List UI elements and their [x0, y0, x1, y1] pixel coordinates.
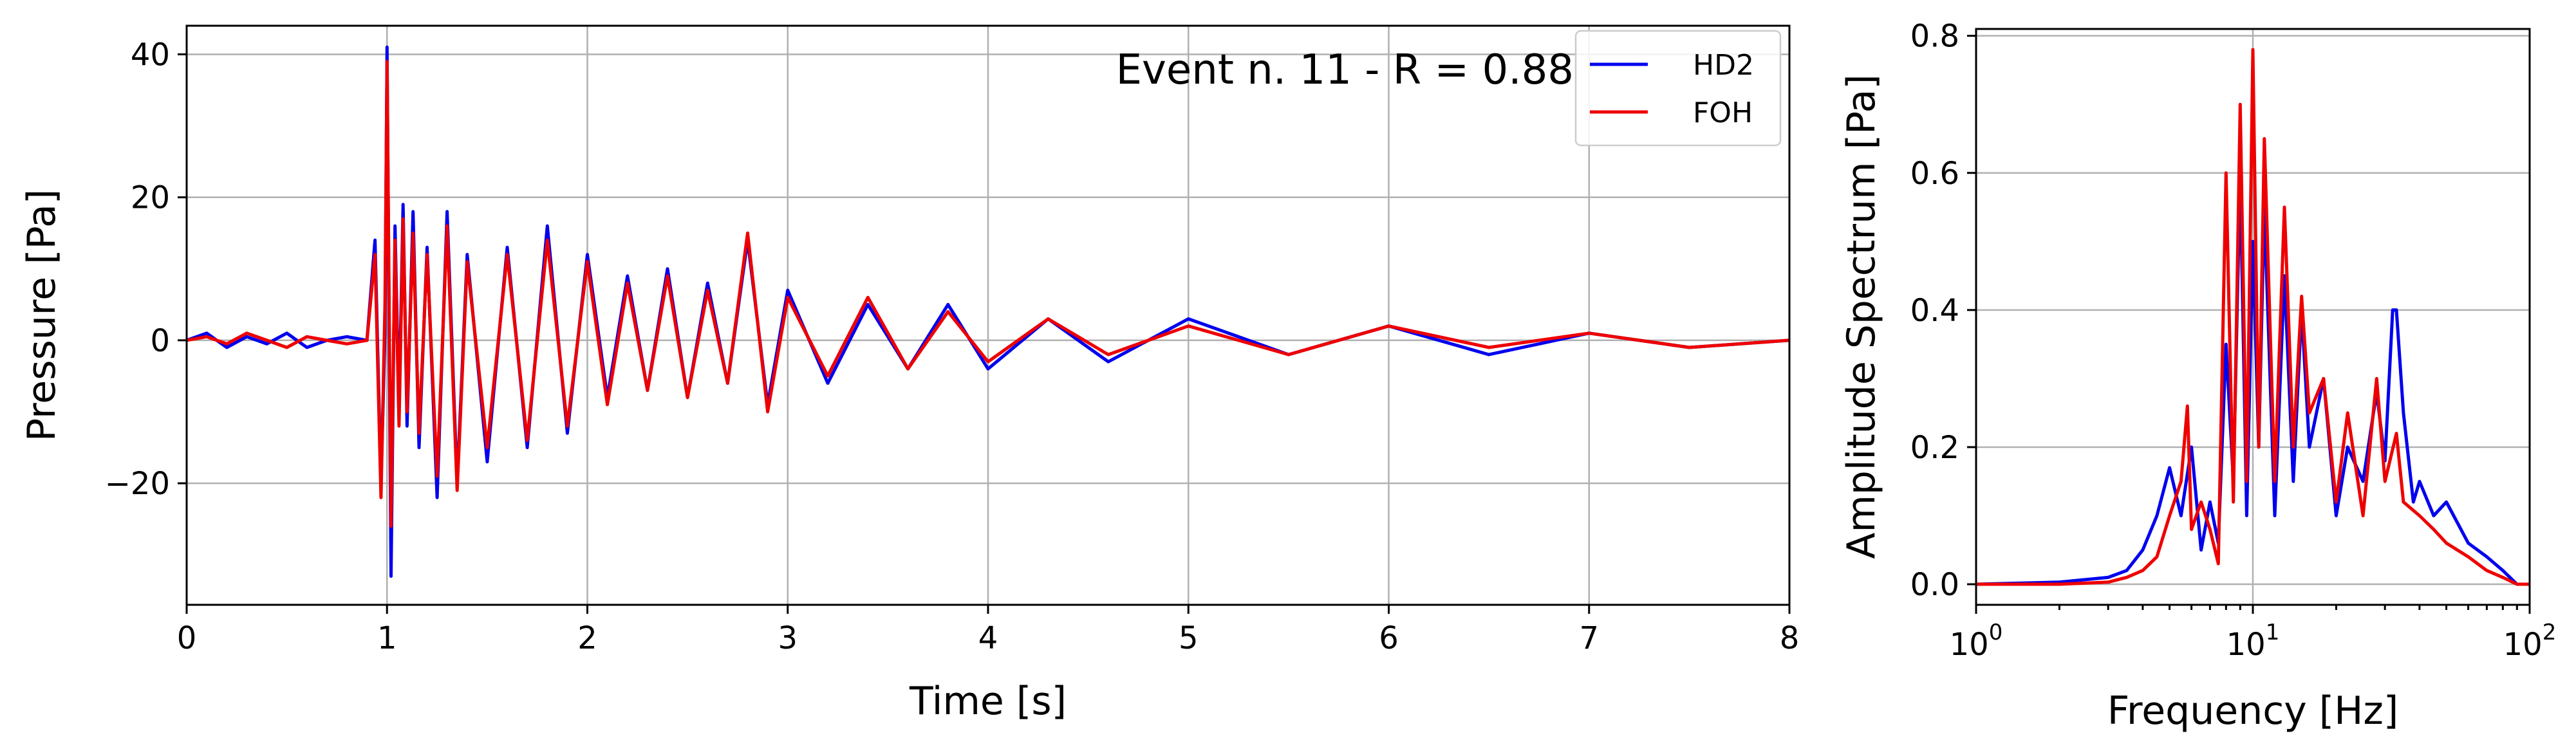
right-y-tick-label: 0.6	[1910, 156, 1959, 192]
spectrum-line-foh	[1976, 48, 2530, 586]
left-x-tick-label: 8	[1780, 620, 1800, 656]
left-x-tick-label: 4	[978, 620, 998, 656]
right-x-tick-labels: 100 101 102	[1950, 620, 2557, 663]
left-x-tick-label: 1	[377, 620, 397, 656]
left-x-tick-label: 2	[577, 620, 597, 656]
legend-box	[1574, 30, 1782, 147]
left-y-tick-label: 40	[131, 37, 170, 73]
right-x-tick-exponent: 2	[2543, 620, 2557, 645]
left-x-tick-label: 5	[1179, 620, 1199, 656]
left-x-tick-label: 6	[1379, 620, 1399, 656]
left-ticks	[178, 53, 1791, 614]
event-annotation: Event n. 11 - R = 0.88	[1116, 46, 1574, 94]
left-x-tick-label: 0	[177, 620, 197, 656]
right-y-axis-label: Amplitude Spectrum [Pa]	[1839, 74, 1884, 558]
right-x-tick-exponent: 0	[1989, 620, 2003, 645]
right-y-tick-labels: 0.0 0.2 0.4 0.6 0.8	[1910, 19, 1959, 603]
right-x-axis-label: Frequency [Hz]	[2107, 688, 2398, 733]
right-x-tick-exponent: 1	[2266, 620, 2280, 645]
left-series-lines	[186, 45, 1790, 578]
right-y-tick-label: 0.4	[1910, 293, 1959, 329]
right-y-tick-label: 0.0	[1910, 567, 1959, 603]
left-x-axis-label: Time [s]	[909, 679, 1067, 724]
left-y-tick-label: 0	[150, 323, 170, 359]
left-x-tick-labels: 0 1 2 3 4 5 6 7 8	[177, 620, 1800, 656]
right-series-lines	[1975, 48, 2530, 586]
legend-label-foh: FOH	[1693, 97, 1753, 129]
left-x-tick-label: 3	[778, 620, 798, 656]
right-x-tick-label: 100	[1950, 620, 2003, 663]
series-line-foh	[186, 60, 1790, 528]
right-x-tick-label: 102	[2503, 620, 2557, 663]
right-x-tick-label: 101	[2226, 620, 2280, 663]
left-x-tick-label: 7	[1579, 620, 1599, 656]
left-y-tick-label: 20	[131, 180, 170, 216]
right-y-tick-label: 0.8	[1910, 19, 1959, 55]
left-gridlines	[185, 26, 1791, 605]
legend: HD2 FOH	[1574, 30, 1782, 147]
right-y-tick-label: 0.2	[1910, 430, 1959, 466]
pressure-time-chart: 0 1 2 3 4 5 6 7 8 40 20 0 −20 Time [s] Pressure [Pa…	[19, 24, 1800, 724]
legend-label-hd2: HD2	[1693, 49, 1754, 82]
left-y-tick-labels: 40 20 0 −20	[105, 37, 170, 502]
left-y-axis-label: Pressure [Pa]	[19, 189, 64, 441]
right-ticks	[1967, 35, 2531, 614]
spectrum-line-hd2	[1975, 171, 2530, 586]
amplitude-spectrum-chart: 100 101 102 0.00.20.40.60.8 Frequency [Hz]…	[1839, 19, 2556, 733]
left-y-tick-label: −20	[105, 466, 170, 502]
